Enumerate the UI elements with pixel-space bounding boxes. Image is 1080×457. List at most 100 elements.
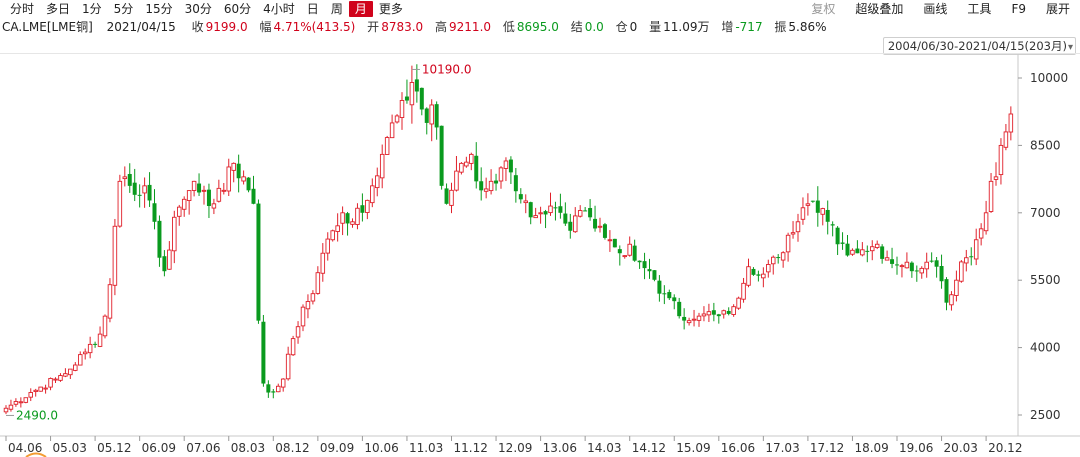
candle-body [43, 387, 48, 390]
x-tick-label: 17.03 [765, 441, 799, 455]
candle-body [780, 252, 786, 261]
tool-button-3[interactable]: 工具 [967, 2, 992, 16]
candle-body [167, 249, 172, 270]
candle-body [558, 206, 563, 213]
candle-body [771, 256, 776, 265]
increase-label: 增 [721, 20, 734, 34]
candle-body [711, 310, 716, 315]
x-tick-label: 20.12 [988, 441, 1022, 455]
candle-body [370, 185, 375, 204]
candle-body [518, 194, 523, 200]
candle-body [414, 79, 419, 92]
candle-body [602, 224, 607, 238]
candle-body [577, 210, 583, 217]
close-value: 9199.0 [205, 20, 248, 34]
candle-body [850, 249, 855, 255]
x-tick-label: 08.03 [231, 441, 265, 455]
candle-body [701, 313, 707, 317]
x-tick-label: 18.09 [854, 441, 888, 455]
candle-body [657, 280, 662, 294]
tab-period-5[interactable]: 30分 [184, 2, 212, 16]
candle-body [404, 96, 409, 101]
x-tick-label: 06.09 [142, 441, 176, 455]
x-tick-label: 14.03 [587, 441, 621, 455]
candle-body [632, 245, 637, 261]
tab-period-4[interactable]: 15分 [145, 2, 173, 16]
candle-body [810, 200, 815, 202]
tab-period-3[interactable]: 5分 [113, 2, 134, 16]
candle-body [845, 243, 850, 256]
candle-body [73, 364, 78, 371]
x-tick-label: 19.06 [899, 441, 933, 455]
candle-body [583, 210, 588, 212]
candle-body [573, 215, 578, 233]
candle-body [825, 209, 830, 222]
tool-button-0[interactable]: 复权 [811, 2, 836, 16]
tab-period-6[interactable]: 60分 [223, 2, 252, 16]
tab-period-7[interactable]: 4小时 [263, 2, 295, 16]
candle-body [503, 160, 509, 169]
candle-body [835, 227, 840, 245]
candle-body [162, 256, 167, 272]
candle-body [988, 180, 994, 212]
candle-body [152, 203, 157, 222]
candle-body [949, 294, 954, 306]
tab-period-1[interactable]: 多日 [46, 2, 71, 16]
x-tick-label: 17.12 [810, 441, 844, 455]
candle-body [8, 404, 14, 410]
tool-button-2[interactable]: 画线 [923, 2, 948, 16]
candle-body [746, 266, 751, 286]
tool-button-4[interactable]: F9 [1011, 2, 1026, 16]
candle-body [890, 259, 895, 264]
candle-body [87, 343, 93, 354]
candle-body [870, 246, 875, 252]
chevron-down-icon: ▾ [1067, 42, 1073, 53]
candle-body [483, 188, 489, 192]
candle-body [424, 108, 429, 123]
open-value: 8783.0 [381, 20, 424, 34]
candle-body [459, 162, 464, 173]
candle-body [48, 377, 53, 388]
x-tick-label: 04.06 [8, 441, 42, 455]
change-value: 4.71%(413.5) [273, 20, 356, 34]
tab-period-8[interactable]: 日 [306, 2, 319, 16]
amplitude-label: 振 [774, 20, 787, 34]
x-tick-label: 12.09 [498, 441, 532, 455]
candle-body [785, 234, 791, 253]
candle-body [310, 293, 316, 302]
tab-period-9[interactable]: 周 [330, 2, 343, 16]
candle-body [815, 200, 820, 213]
candle-body [300, 306, 306, 327]
symbol-name[interactable]: CA.LME[LME铜] [2, 20, 93, 34]
candle-body [439, 125, 444, 186]
candle-body [528, 202, 533, 218]
candle-body [637, 260, 642, 263]
candle-body [142, 185, 147, 194]
candle-body [756, 274, 761, 276]
candles [3, 64, 1014, 415]
date-range-selector[interactable]: 2004/06/30-2021/04/15(203月)▾ [882, 37, 1076, 55]
candle-body [226, 166, 231, 192]
x-tick-label: 11.12 [454, 441, 488, 455]
candle-body [93, 343, 98, 345]
candle-body [216, 187, 222, 202]
candle-body [147, 184, 152, 201]
candle-body [553, 207, 558, 209]
candle-body [983, 212, 989, 232]
tab-period-2[interactable]: 1分 [82, 2, 102, 16]
candle-body [3, 407, 9, 413]
tool-button-1[interactable]: 超级叠加 [855, 2, 904, 16]
candle-body [696, 315, 702, 321]
x-tick-label: 20.03 [944, 441, 978, 455]
candle-body [280, 378, 286, 388]
candle-body [345, 213, 350, 224]
candle-body [429, 104, 434, 125]
tool-button-5[interactable]: 展开 [1045, 2, 1070, 16]
x-tick-label: 16.06 [721, 441, 755, 455]
tab-period-0[interactable]: 分时 [10, 2, 35, 16]
candle-body [662, 293, 667, 295]
x-tick-label: 10.06 [364, 441, 398, 455]
candlestick-chart[interactable]: 10000 8500 7000 5500 4000 2500 04.06 05.03 05.1… [0, 54, 1080, 457]
tab-period-11[interactable]: 更多 [378, 2, 403, 16]
tab-period-10[interactable]: 月 [348, 1, 373, 17]
